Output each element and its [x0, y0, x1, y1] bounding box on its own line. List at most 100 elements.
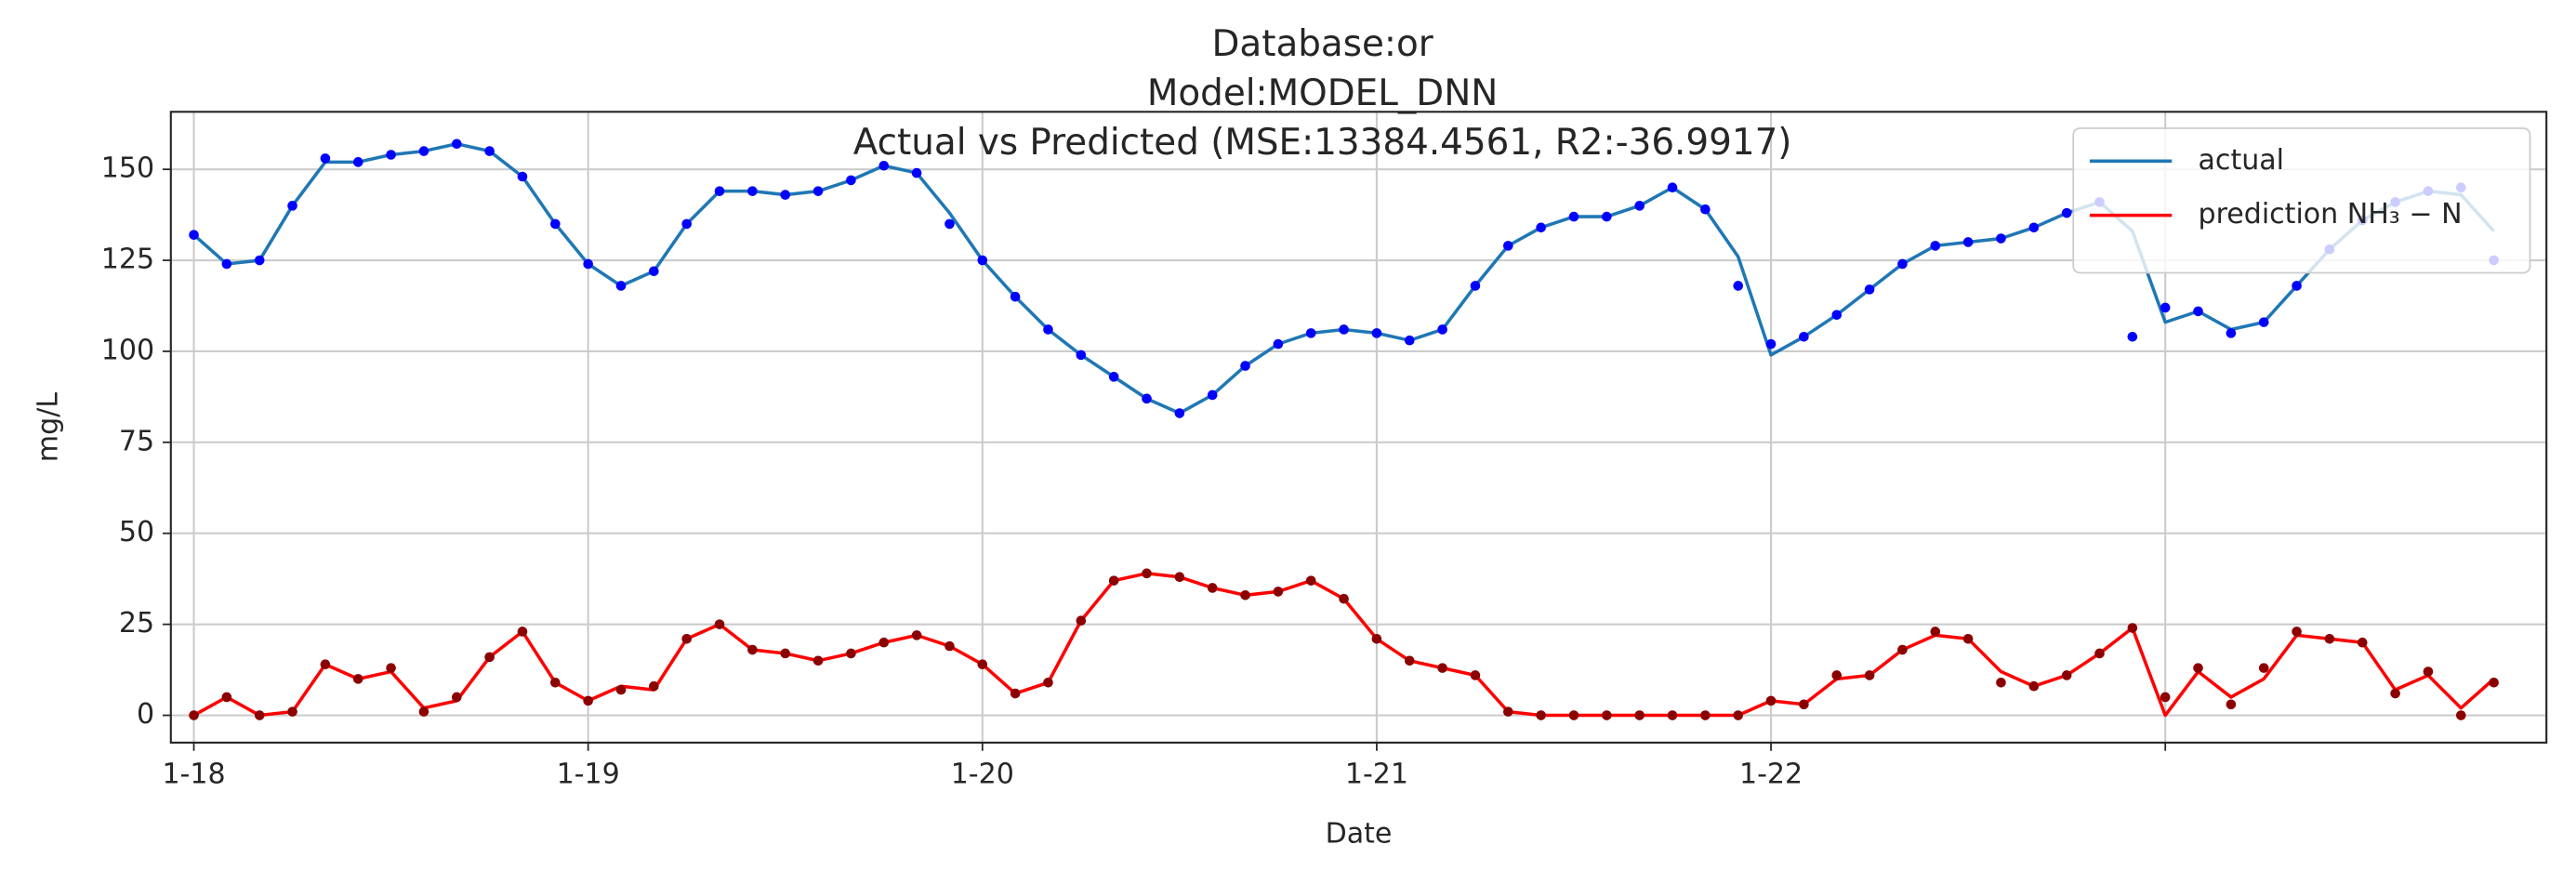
data-point: [1174, 408, 1185, 418]
data-point: [1174, 572, 1185, 583]
data-point: [1207, 583, 1218, 593]
data-point: [484, 652, 495, 663]
data-point: [977, 659, 988, 670]
data-point: [812, 655, 824, 666]
data-point: [1010, 291, 1021, 302]
data-point: [550, 677, 561, 688]
data-point: [1076, 350, 1087, 361]
data-point: [2258, 317, 2269, 327]
data-point: [2489, 677, 2499, 688]
data-point: [1568, 211, 1579, 222]
data-point: [221, 692, 232, 703]
data-point: [1240, 361, 1250, 371]
data-point: [1273, 338, 1284, 350]
data-point: [1010, 688, 1021, 699]
chart-title: Actual vs Predicted (MSE:13384.4561, R2:…: [853, 122, 1792, 164]
y-tick-label: 100: [101, 334, 154, 366]
data-point: [649, 680, 659, 692]
data-point: [911, 167, 922, 178]
data-point: [1602, 211, 1612, 222]
data-point: [1897, 644, 1908, 655]
axes-frame: [169, 111, 2548, 744]
data-point: [2324, 633, 2335, 644]
data-point: [945, 218, 955, 230]
data-point: [615, 684, 627, 695]
data-point: [747, 186, 758, 196]
data-point: [1503, 241, 1513, 251]
data-point: [2160, 302, 2171, 313]
x-tick-label: 1-20: [951, 759, 1014, 791]
data-point: [1371, 633, 1382, 644]
data-point: [386, 150, 396, 160]
legend-label: prediction NH₃ − N: [2199, 198, 2463, 231]
data-point: [1503, 706, 1513, 717]
data-point: [517, 171, 528, 182]
data-point: [2258, 663, 2269, 673]
chart-title: Model:MODEL_DNN: [1147, 73, 1499, 114]
x-tick-label: 1-19: [557, 759, 620, 791]
data-point: [287, 201, 297, 211]
data-point: [1667, 710, 1678, 720]
data-point: [1733, 710, 1744, 720]
data-point: [2292, 627, 2302, 637]
data-point: [418, 146, 429, 156]
data-point: [1142, 393, 1152, 404]
data-point: [1273, 587, 1284, 597]
data-point: [2193, 663, 2203, 673]
data-point: [1667, 182, 1678, 193]
data-point: [780, 190, 791, 200]
data-point: [681, 218, 692, 230]
plot-area: [189, 139, 2499, 720]
data-point: [1536, 710, 1546, 720]
data-point: [2061, 207, 2072, 218]
data-point: [583, 695, 593, 706]
data-point: [846, 648, 856, 659]
data-point: [1864, 284, 1875, 295]
legend-label: actual: [2199, 144, 2284, 177]
data-point: [2094, 648, 2105, 659]
data-point: [1996, 233, 2006, 244]
y-axis-label: mg/L: [33, 392, 65, 462]
data-point: [1864, 670, 1875, 680]
y-tick-label: 0: [137, 698, 154, 731]
data-point: [2028, 222, 2040, 233]
data-point: [2127, 623, 2138, 633]
data-point: [352, 157, 363, 167]
data-point: [649, 266, 659, 277]
data-point: [1437, 663, 1447, 673]
data-point: [945, 640, 955, 652]
data-point: [2292, 281, 2302, 291]
data-point: [1634, 710, 1645, 720]
y-tick-label: 150: [101, 152, 154, 185]
data-point: [1076, 615, 1087, 627]
data-point: [254, 255, 265, 266]
data-point: [1108, 372, 1119, 382]
data-point: [221, 258, 232, 270]
data-point: [1962, 237, 1974, 247]
data-point: [320, 659, 331, 670]
data-point: [1799, 331, 1809, 342]
data-point: [1634, 201, 1645, 211]
y-tick-label: 125: [101, 244, 154, 276]
y-tick-label: 50: [119, 516, 154, 548]
data-point: [2423, 666, 2434, 677]
data-point: [747, 644, 758, 655]
data-point: [846, 175, 856, 186]
data-point: [1930, 627, 1941, 637]
x-tick-label: 1-21: [1345, 759, 1408, 791]
chart-title: Database:or: [1211, 23, 1433, 65]
data-point: [714, 186, 725, 196]
legend-box: [2072, 127, 2531, 274]
data-point: [1996, 677, 2006, 688]
data-point: [1108, 575, 1119, 586]
data-point: [517, 627, 528, 637]
y-tick-label: 75: [119, 425, 154, 457]
data-point: [1765, 338, 1777, 350]
data-point: [1470, 670, 1481, 680]
data-point: [451, 692, 462, 703]
data-point: [878, 637, 890, 648]
data-point: [254, 710, 265, 720]
data-point: [320, 153, 331, 164]
data-point: [1371, 328, 1382, 338]
